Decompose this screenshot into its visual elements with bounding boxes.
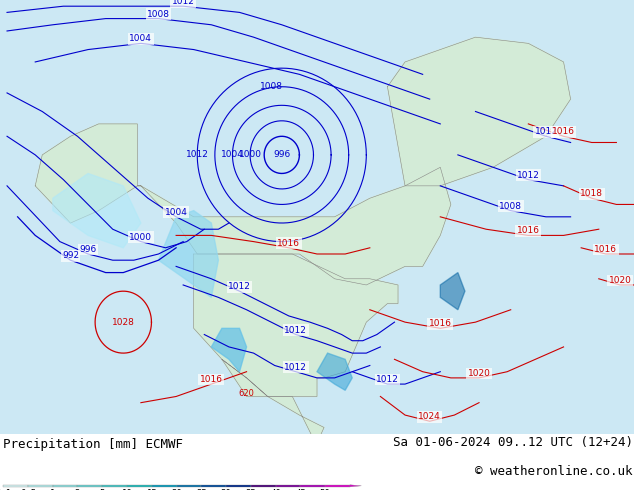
- Text: 1024: 1024: [418, 412, 441, 421]
- Bar: [127, 485, 152, 487]
- Text: 1012: 1012: [376, 375, 399, 384]
- Text: 20: 20: [171, 489, 182, 490]
- Text: 1020: 1020: [609, 276, 631, 285]
- Text: 15: 15: [146, 489, 157, 490]
- Polygon shape: [158, 211, 218, 297]
- Text: 1016: 1016: [200, 375, 223, 384]
- Text: 1016: 1016: [277, 239, 301, 248]
- Text: 45: 45: [295, 489, 306, 490]
- Text: 1012: 1012: [285, 325, 307, 335]
- Bar: [77, 485, 102, 487]
- Text: 992: 992: [62, 251, 79, 260]
- Text: 2: 2: [75, 489, 80, 490]
- Polygon shape: [222, 359, 328, 471]
- Text: 0.5: 0.5: [20, 489, 36, 490]
- Polygon shape: [440, 272, 465, 310]
- Polygon shape: [317, 353, 353, 390]
- Text: 0.1: 0.1: [0, 489, 11, 490]
- Bar: [53, 485, 77, 487]
- Text: 25: 25: [196, 489, 207, 490]
- Text: 1008: 1008: [260, 82, 283, 91]
- Text: 1016: 1016: [429, 319, 452, 328]
- Polygon shape: [387, 37, 571, 186]
- Text: © weatheronline.co.uk: © weatheronline.co.uk: [476, 465, 633, 478]
- Text: 10: 10: [122, 489, 133, 490]
- Text: 1004: 1004: [165, 208, 188, 217]
- Text: 996: 996: [79, 245, 96, 254]
- Text: 30: 30: [221, 489, 231, 490]
- Text: 1012: 1012: [228, 282, 251, 291]
- Text: 1028: 1028: [112, 318, 134, 327]
- Polygon shape: [211, 328, 247, 372]
- Text: 35: 35: [245, 489, 256, 490]
- Text: 1012: 1012: [285, 363, 307, 372]
- Text: 1004: 1004: [129, 34, 152, 44]
- Bar: [226, 485, 251, 487]
- Bar: [102, 485, 127, 487]
- Bar: [202, 485, 226, 487]
- Text: Precipitation [mm] ECMWF: Precipitation [mm] ECMWF: [3, 438, 183, 451]
- Text: 1012: 1012: [172, 0, 195, 6]
- Bar: [28, 485, 53, 487]
- Polygon shape: [53, 173, 141, 248]
- FancyArrow shape: [350, 485, 361, 487]
- Text: 1008: 1008: [147, 10, 170, 19]
- Bar: [176, 485, 202, 487]
- Text: Sa 01-06-2024 09..12 UTC (12+24): Sa 01-06-2024 09..12 UTC (12+24): [392, 437, 633, 449]
- Polygon shape: [138, 167, 451, 285]
- Text: 1012: 1012: [534, 127, 557, 136]
- Text: 5: 5: [100, 489, 105, 490]
- Polygon shape: [36, 124, 138, 223]
- Text: 1016: 1016: [517, 226, 540, 235]
- Text: 1004: 1004: [221, 150, 244, 159]
- Bar: [276, 485, 301, 487]
- Text: 50: 50: [320, 489, 330, 490]
- Text: 1018: 1018: [580, 189, 603, 198]
- Bar: [325, 485, 350, 487]
- Text: 1: 1: [50, 489, 55, 490]
- Text: 1016: 1016: [552, 127, 575, 136]
- Bar: [251, 485, 276, 487]
- Bar: [3, 485, 28, 487]
- Text: 40: 40: [270, 489, 281, 490]
- Text: 1012: 1012: [517, 171, 540, 180]
- Polygon shape: [194, 254, 398, 396]
- Text: 1016: 1016: [594, 245, 618, 254]
- Text: 620: 620: [238, 390, 254, 398]
- Text: 1000: 1000: [129, 233, 152, 242]
- Text: 1012: 1012: [186, 150, 209, 159]
- Text: 1020: 1020: [468, 369, 491, 378]
- Text: 1008: 1008: [499, 201, 522, 211]
- Bar: [152, 485, 176, 487]
- Text: 996: 996: [273, 150, 290, 159]
- Bar: [301, 485, 325, 487]
- Text: 1000: 1000: [238, 150, 262, 159]
